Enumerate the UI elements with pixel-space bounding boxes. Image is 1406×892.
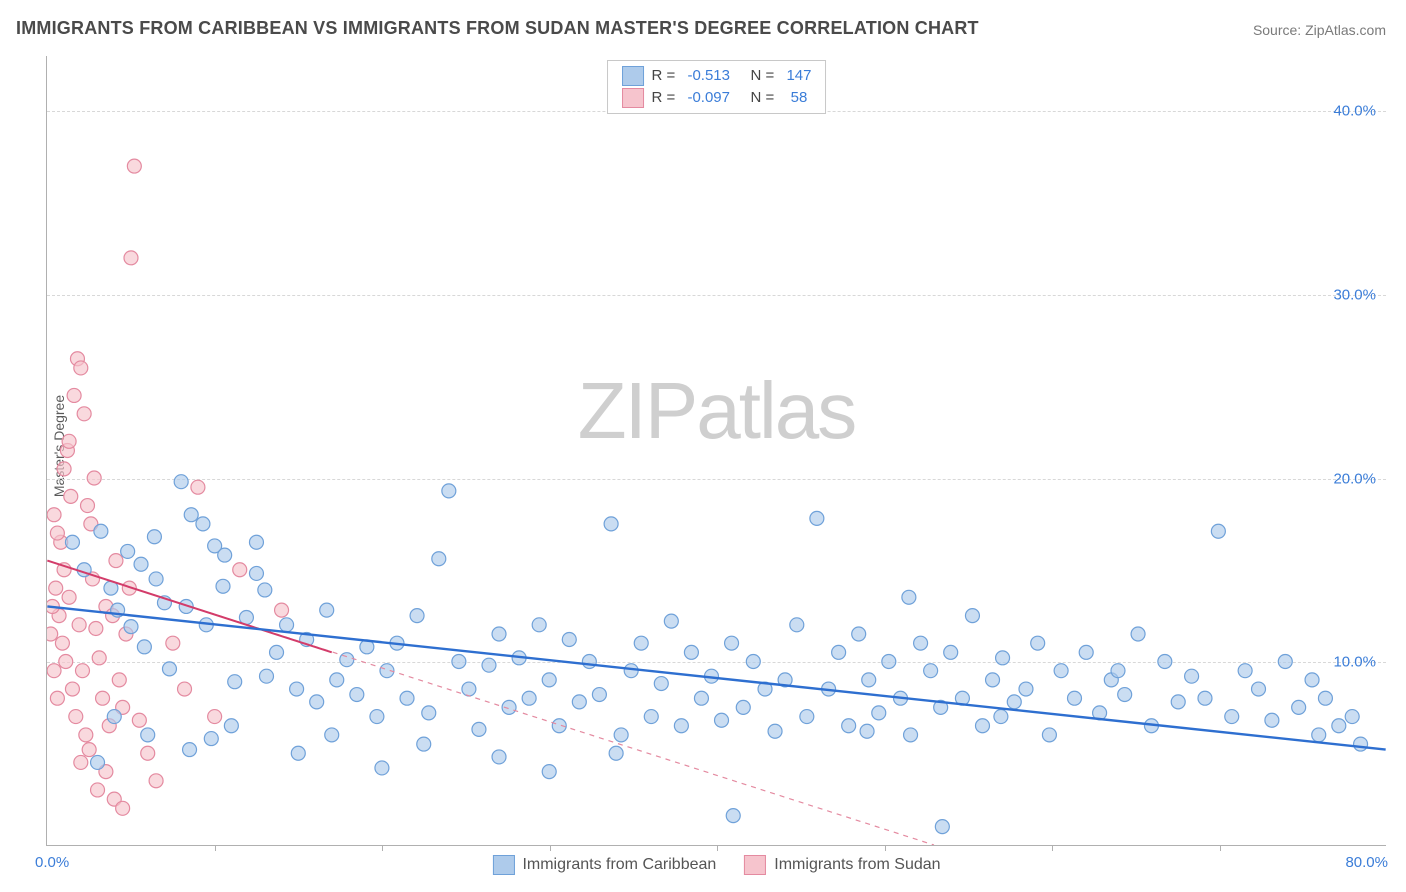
x-tick-label-min: 0.0%: [35, 854, 69, 871]
legend-label: Immigrants from Sudan: [774, 856, 940, 874]
chart-container: IMMIGRANTS FROM CARIBBEAN VS IMMIGRANTS …: [0, 0, 1406, 892]
y-tick-label: 10.0%: [1333, 654, 1376, 671]
correlation-legend: R = -0.513 N = 147 R = -0.097 N = 58: [607, 60, 827, 114]
legend-item-caribbean: Immigrants from Caribbean: [492, 855, 716, 875]
plot-area: ZIPatlas R = -0.513 N = 147 R = -0.097 N…: [46, 56, 1386, 846]
svg-layer: [47, 56, 1386, 845]
x-tick-label-max: 80.0%: [1345, 854, 1388, 871]
y-tick-label: 40.0%: [1333, 103, 1376, 120]
chart-title: IMMIGRANTS FROM CARIBBEAN VS IMMIGRANTS …: [16, 18, 979, 39]
n-value-sudan: 58: [791, 87, 808, 109]
r-label: R =: [652, 87, 680, 109]
swatch-caribbean: [622, 66, 644, 86]
n-label: N =: [738, 87, 783, 109]
y-tick-label: 30.0%: [1333, 286, 1376, 303]
swatch-sudan: [622, 88, 644, 108]
legend-row-caribbean: R = -0.513 N = 147: [622, 65, 812, 87]
swatch-icon: [492, 855, 514, 875]
legend-item-sudan: Immigrants from Sudan: [744, 855, 940, 875]
y-tick-label: 20.0%: [1333, 470, 1376, 487]
r-label: R =: [652, 65, 680, 87]
swatch-icon: [744, 855, 766, 875]
legend-label: Immigrants from Caribbean: [522, 856, 716, 874]
source-label: Source: ZipAtlas.com: [1253, 22, 1386, 38]
r-value-caribbean: -0.513: [687, 65, 730, 87]
n-label: N =: [738, 65, 778, 87]
legend-row-sudan: R = -0.097 N = 58: [622, 87, 812, 109]
n-value-caribbean: 147: [786, 65, 811, 87]
series-legend: Immigrants from Caribbean Immigrants fro…: [492, 855, 940, 875]
r-value-sudan: -0.097: [687, 87, 730, 109]
